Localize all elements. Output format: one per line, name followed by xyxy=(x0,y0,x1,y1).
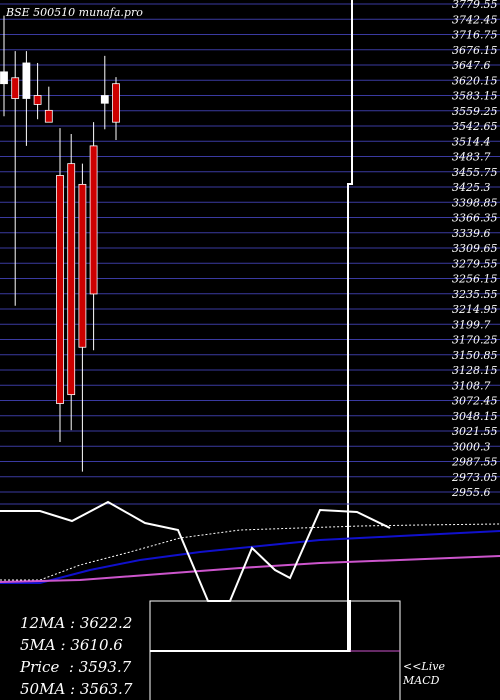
y-tick-label: 3398.85 xyxy=(452,196,498,209)
y-tick-label: 3309.65 xyxy=(452,242,498,255)
stat-50ma: 50MA : 3563.7 xyxy=(20,680,133,698)
y-tick-label: 3108.7 xyxy=(452,379,491,392)
y-tick-label: 3542.65 xyxy=(452,120,498,133)
y-tick-label: 3150.85 xyxy=(452,349,498,362)
live-macd-label: <<Live MACD xyxy=(403,660,445,688)
candle-body xyxy=(0,71,8,85)
candle-body xyxy=(22,62,31,99)
candle-body xyxy=(44,109,53,123)
y-tick-label: 3072.45 xyxy=(452,395,498,408)
y-tick-label: 3514.4 xyxy=(452,135,491,148)
ma-blue-line xyxy=(0,530,500,584)
y-tick-label: 3000.3 xyxy=(452,440,491,453)
y-tick-label: 3021.55 xyxy=(452,425,498,438)
candle-body xyxy=(112,83,120,123)
macd-label: MACD xyxy=(403,674,440,687)
y-tick-label: 3742.45 xyxy=(452,13,498,26)
y-tick-label: 3779.55 xyxy=(452,0,498,11)
y-tick-label: 3716.75 xyxy=(452,29,498,42)
y-tick-label: 3583.15 xyxy=(452,90,498,103)
y-tick-label: 3455.75 xyxy=(452,166,498,179)
candle-body xyxy=(100,95,109,104)
y-tick-label: 3214.95 xyxy=(452,303,498,316)
candle-body xyxy=(56,175,64,404)
y-tick-label: 3170.25 xyxy=(452,334,498,347)
candle-body xyxy=(11,77,20,99)
y-tick-label: 3366.35 xyxy=(452,212,498,225)
y-tick-label: 3559.25 xyxy=(452,105,498,118)
y-tick-label: 3048.15 xyxy=(452,410,498,423)
chart-title: BSE 500510 munafa.pro xyxy=(5,6,143,19)
y-tick-label: 3620.15 xyxy=(452,74,498,87)
stat-12ma: 12MA : 3622.2 xyxy=(20,614,133,632)
candle-body xyxy=(33,95,42,105)
candle-body xyxy=(78,183,87,348)
ma-magenta-line xyxy=(0,555,500,583)
y-tick-label: 3128.15 xyxy=(452,364,498,377)
ma-dotted-line xyxy=(0,523,500,581)
y-tick-label: 3483.7 xyxy=(452,151,491,164)
candle-body xyxy=(89,145,98,295)
stat-5ma: 5MA : 3610.6 xyxy=(20,636,123,654)
y-tick-label: 2973.05 xyxy=(451,471,498,484)
candle-body xyxy=(67,163,76,396)
macd-line xyxy=(150,600,351,652)
y-tick-label: 2987.55 xyxy=(451,456,498,469)
y-tick-label: 3339.6 xyxy=(452,227,491,240)
y-tick-label: 3647.6 xyxy=(452,59,491,72)
y-tick-label: 3235.55 xyxy=(452,288,498,301)
stat-price: Price : 3593.7 xyxy=(20,658,132,676)
y-tick-label: 3199.7 xyxy=(452,318,491,331)
live-marker-line xyxy=(347,0,353,500)
y-tick-label: 2955.6 xyxy=(451,486,491,499)
live-label: <<Live xyxy=(403,660,445,673)
y-tick-label: 3279.55 xyxy=(452,257,498,270)
y-tick-label: 3256.15 xyxy=(452,273,498,286)
y-tick-label: 3676.15 xyxy=(452,44,498,57)
y-tick-label: 3425.3 xyxy=(452,181,491,194)
price-line xyxy=(0,500,391,602)
moving-average-stats: 12MA : 3622.2 5MA : 3610.6 Price : 3593.… xyxy=(20,612,132,700)
